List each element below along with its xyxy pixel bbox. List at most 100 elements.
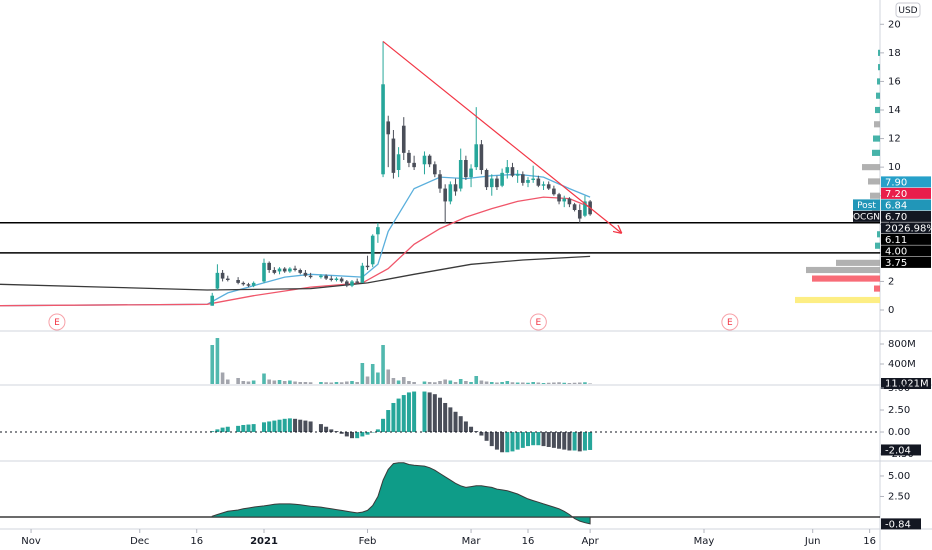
candle-body: [334, 278, 339, 280]
y-tick-label: 2.50: [888, 405, 910, 416]
volume-profile-bar: [806, 266, 880, 274]
volume-profile-bar: [878, 49, 880, 56]
histogram-bar: [287, 418, 292, 433]
histogram-bar: [282, 418, 287, 433]
candle-body: [401, 125, 406, 153]
histogram-bar: [262, 422, 266, 433]
candle-body: [251, 282, 256, 286]
candle-body: [339, 278, 344, 282]
volume-bar: [225, 379, 230, 384]
histogram-bar: [453, 411, 458, 433]
histogram-bar: [386, 410, 391, 433]
volume-bar: [236, 378, 240, 384]
volume-profile-bar: [812, 275, 880, 282]
volume-bar: [386, 369, 391, 384]
histogram-bar: [298, 419, 303, 433]
candle-body: [433, 164, 437, 175]
y-tick-label: 800M: [888, 339, 916, 350]
histogram-bar: [505, 432, 510, 453]
histogram-bar: [329, 429, 334, 433]
histogram-bar: [339, 432, 344, 434]
histogram-bar: [469, 426, 474, 433]
volume-bar: [246, 381, 251, 384]
trendline: [382, 40, 621, 232]
candle-body: [536, 178, 541, 186]
volume-bar: [546, 382, 551, 384]
x-tick-label: Apr: [581, 536, 599, 547]
histogram-bar: [463, 421, 468, 433]
histogram-bar: [365, 432, 370, 435]
volume-profile-bar: [875, 106, 880, 114]
volume-bar: [412, 382, 416, 384]
x-tick-label: 16: [863, 536, 876, 547]
y-tick-label: 14: [888, 105, 901, 116]
candle-body: [288, 268, 292, 272]
histogram-bar: [412, 391, 417, 433]
histogram-bar: [246, 424, 251, 433]
price-badge-label: 6.11: [885, 235, 907, 246]
price-badge: [881, 210, 931, 222]
volume-bar: [282, 381, 287, 384]
volume-bar: [422, 381, 427, 384]
volume-bar: [293, 381, 297, 384]
histogram-bar: [422, 391, 427, 433]
volume-bar: [469, 382, 473, 384]
candle-body: [220, 272, 225, 279]
histogram-bar: [251, 424, 256, 433]
candle-body: [541, 184, 546, 186]
histogram-bar: [303, 420, 308, 433]
histogram-bar: [484, 432, 489, 441]
volume-bar: [391, 378, 396, 384]
histogram-bar: [479, 432, 484, 436]
volume-bar: [241, 381, 246, 384]
candle-body: [370, 235, 375, 265]
candle-body: [526, 180, 530, 183]
histogram-bar: [220, 427, 225, 433]
candle-body: [267, 262, 271, 270]
last-value-label: 11.021M: [885, 379, 929, 390]
price-tag-label: Post: [857, 201, 876, 211]
candle-body: [412, 162, 416, 168]
volume-bar: [334, 382, 339, 384]
candle-body: [396, 154, 401, 170]
x-tick-label: Jun: [804, 536, 821, 547]
price-badge: [881, 199, 931, 211]
volume-bar: [464, 381, 468, 384]
y-tick-label: 2: [888, 276, 894, 287]
candle-body: [567, 198, 572, 205]
volume-bar: [552, 382, 556, 384]
volume-bar: [339, 382, 344, 384]
event-marker: [529, 313, 547, 331]
x-tick-label: Dec: [130, 536, 149, 547]
candle-body: [293, 268, 297, 270]
volume-bar: [443, 379, 447, 384]
histogram-bar: [355, 432, 360, 439]
candle-body: [350, 281, 354, 286]
y-tick-label: 5.00: [888, 383, 910, 394]
histogram-bar: [401, 395, 406, 433]
histogram-bar: [375, 429, 380, 433]
volume-bar: [376, 372, 380, 384]
volume-profile-bar: [874, 121, 880, 128]
histogram-bar: [277, 419, 282, 433]
price-tag-label: OCGN: [853, 212, 880, 222]
volume-profile-bar: [872, 149, 880, 156]
volume-bar: [458, 379, 463, 384]
histogram-bar: [406, 392, 411, 433]
candle-body: [552, 188, 556, 195]
event-marker: [721, 313, 739, 331]
candle-body: [376, 227, 380, 235]
histogram-bar: [443, 402, 448, 433]
volume-bar: [479, 380, 484, 384]
candle-body: [365, 265, 370, 268]
volume-bar: [329, 382, 334, 384]
histogram-bar: [536, 432, 541, 446]
price-badge-label: 6.84: [885, 200, 907, 211]
event-label: E: [536, 318, 542, 328]
y-tick-label: 0: [888, 305, 894, 316]
volume-bar: [210, 345, 215, 384]
volume-bar: [370, 364, 375, 384]
moving-average: [0, 196, 591, 307]
price-badge-label: 6.70: [885, 212, 907, 223]
